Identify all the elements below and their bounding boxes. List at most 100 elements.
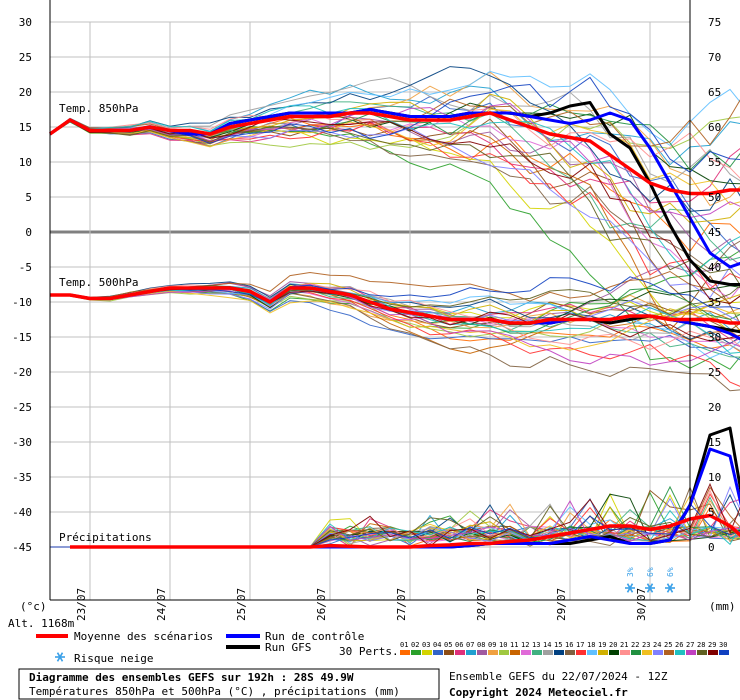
left-tick-label: 10 xyxy=(19,156,32,169)
perturbation-line-21-t850 xyxy=(49,108,740,179)
copyright: Copyright 2024 Meteociel.fr xyxy=(449,686,628,699)
perturbation-id-18: 18 xyxy=(587,641,595,649)
perturbation-line-29-t850 xyxy=(49,117,740,305)
right-tick-label: 70 xyxy=(708,51,721,64)
right-tick-label: 15 xyxy=(708,436,721,449)
left-tick-label: -5 xyxy=(19,261,32,274)
perturbation-id-11: 11 xyxy=(510,641,518,649)
snowflake-icon xyxy=(55,652,65,662)
left-tick-label: 20 xyxy=(19,86,32,99)
perturbation-id-26: 26 xyxy=(675,641,683,649)
date-label: 28/07 xyxy=(475,588,488,621)
perturbation-id-01: 01 xyxy=(400,641,408,649)
perturbation-line-26-t850 xyxy=(49,105,740,278)
date-label: 24/07 xyxy=(155,588,168,621)
left-tick-label: -45 xyxy=(12,541,32,554)
series-line-t850 xyxy=(48,111,740,196)
right-tick-label: 50 xyxy=(708,191,721,204)
perturbation-swatch-10 xyxy=(499,650,509,655)
snow-risk-label: 6% xyxy=(666,567,675,577)
perturbation-swatch-08 xyxy=(477,650,487,655)
perturbation-id-06: 06 xyxy=(455,641,463,649)
snow-risk-label: 6% xyxy=(646,567,655,577)
perturbation-swatch-18 xyxy=(587,650,597,655)
left-axis-unit: (°c) xyxy=(20,600,47,613)
left-tick-label: 25 xyxy=(19,51,32,64)
date-label: 23/07 xyxy=(75,588,88,621)
right-tick-label: 20 xyxy=(708,401,721,414)
right-tick-label: 60 xyxy=(708,121,721,134)
perturbation-swatch-25 xyxy=(664,650,674,655)
legend-label-snow: Risque neige xyxy=(74,652,153,665)
perturbation-line-27-t850 xyxy=(49,102,740,219)
date-label: 29/07 xyxy=(555,588,568,621)
date-label: 27/07 xyxy=(395,588,408,621)
perturbation-swatch-15 xyxy=(554,650,564,655)
perturbation-id-12: 12 xyxy=(521,641,529,649)
left-tick-label: -20 xyxy=(12,366,32,379)
perturbation-id-15: 15 xyxy=(554,641,562,649)
perturbation-id-20: 20 xyxy=(609,641,617,649)
perturbation-id-09: 09 xyxy=(488,641,496,649)
left-tick-label: -30 xyxy=(12,436,32,449)
perturbation-swatch-01 xyxy=(400,650,410,655)
perturbation-swatch-17 xyxy=(576,650,586,655)
perturbation-swatch-16 xyxy=(565,650,575,655)
perturbation-swatch-05 xyxy=(444,650,454,655)
perturbation-id-13: 13 xyxy=(532,641,540,649)
perturbation-id-03: 03 xyxy=(422,641,430,649)
perturbation-id-16: 16 xyxy=(565,641,573,649)
left-tick-label: 15 xyxy=(19,121,32,134)
perturbation-swatch-28 xyxy=(697,650,707,655)
perturbation-id-05: 05 xyxy=(444,641,452,649)
right-tick-label: 30 xyxy=(708,331,721,344)
perturbation-id-23: 23 xyxy=(642,641,650,649)
series-line-t500 xyxy=(50,286,740,325)
perturbation-swatch-03 xyxy=(422,650,432,655)
perturbation-id-02: 02 xyxy=(411,641,419,649)
perturbation-swatch-19 xyxy=(598,650,608,655)
perturbation-id-21: 21 xyxy=(620,641,628,649)
perturbation-swatch-27 xyxy=(686,650,696,655)
perturbation-swatch-21 xyxy=(620,650,630,655)
left-tick-label: -15 xyxy=(12,331,32,344)
perturbation-swatch-07 xyxy=(466,650,476,655)
left-tick-label: 30 xyxy=(19,16,32,29)
perturbation-swatch-22 xyxy=(631,650,641,655)
chart-title: Diagramme des ensembles GEFS sur 192h : … xyxy=(29,671,354,684)
right-tick-label: 55 xyxy=(708,156,721,169)
right-tick-label: 65 xyxy=(708,86,721,99)
right-tick-label: 35 xyxy=(708,296,721,309)
snowflake-stroke xyxy=(646,583,654,593)
perturbation-line-23-t850 xyxy=(49,108,740,206)
left-tick-label: 0 xyxy=(25,226,32,239)
perturbation-id-14: 14 xyxy=(543,641,551,649)
perturbation-swatch-24 xyxy=(653,650,663,655)
perturbation-id-29: 29 xyxy=(708,641,716,649)
legend-label-gfs: Run GFS xyxy=(265,641,311,654)
snowflake-icon xyxy=(645,583,655,593)
perturbation-swatch-29 xyxy=(708,650,718,655)
title-box xyxy=(18,668,440,700)
perturbation-id-30: 30 xyxy=(719,641,727,649)
legend-label-control: Run de contrôle xyxy=(265,630,364,643)
date-label: 26/07 xyxy=(315,588,328,621)
perturbation-id-24: 24 xyxy=(653,641,661,649)
perturbation-swatch-26 xyxy=(675,650,685,655)
right-tick-label: 40 xyxy=(708,261,721,274)
panel-label-t850: Temp. 850hPa xyxy=(59,102,138,115)
perturbation-swatch-23 xyxy=(642,650,652,655)
right-axis-unit: (mm) xyxy=(709,600,736,613)
right-tick-label: 10 xyxy=(708,471,721,484)
panel-label-t500: Temp. 500hPa xyxy=(59,276,138,289)
chart-subtitle: Températures 850hPa et 500hPa (°C) , pré… xyxy=(29,685,400,698)
panel-label-precip: Précipitations xyxy=(59,531,152,544)
snowflake-icon xyxy=(625,583,635,593)
perturbation-id-17: 17 xyxy=(576,641,584,649)
perturbation-swatch-13 xyxy=(532,650,542,655)
perturbation-legend: 01 02 03 04 05 06 07 08 09 10 11 12 13 14 15 16 17 18 19 20… xyxy=(400,641,729,655)
perturbation-swatch-09 xyxy=(488,650,498,655)
legend-label-mean: Moyenne des scénarios xyxy=(74,630,213,643)
